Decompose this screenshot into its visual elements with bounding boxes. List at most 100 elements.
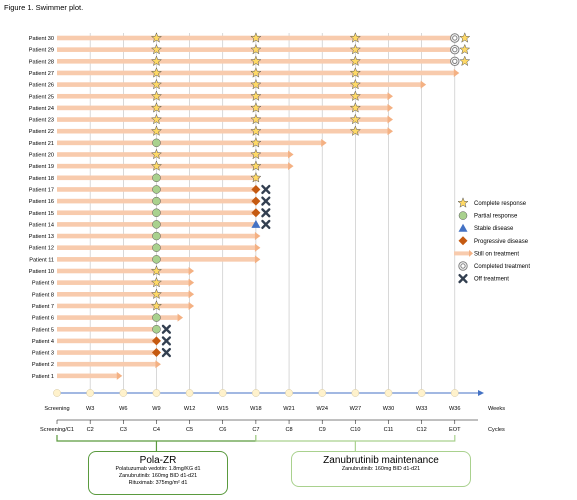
patient-label: Patient 15 (29, 211, 54, 217)
patient-rows: Patient 30 Patient 29 Patient 28 Patient 27… (29, 32, 471, 380)
legend-entry: Progressive disease (458, 236, 529, 246)
complete-response-marker (457, 197, 469, 208)
complete-response-marker (250, 78, 262, 90)
partial-response-marker (152, 325, 161, 334)
complete-response-marker (349, 90, 361, 102)
off-treatment-marker (458, 274, 468, 284)
off-treatment-marker (261, 196, 271, 206)
pola-zr-line-3: Rituximab: 375mg/m² d1 (128, 480, 188, 486)
still-on-treatment-arrow (188, 301, 195, 310)
off-treatment-marker (161, 336, 171, 346)
week-tick-label: W18 (250, 406, 262, 412)
patient-label: Patient 29 (29, 48, 54, 54)
x-axis-label: Weeks (488, 406, 505, 412)
still-on-treatment-arrow (254, 243, 261, 252)
patient-row: Patient 5 (32, 324, 171, 334)
legend-label: Partial response (474, 214, 518, 220)
complete-response-marker (250, 125, 262, 136)
complete-response-marker (150, 300, 163, 311)
patient-label: Patient 12 (29, 246, 54, 252)
off-treatment-marker (261, 208, 271, 218)
patient-row: Patient 22 (29, 125, 393, 136)
still-on-treatment-arrow (387, 115, 393, 124)
patient-row: Patient 10 (29, 265, 195, 276)
cycle-label: C6 (219, 427, 226, 433)
patient-label: Patient 6 (32, 316, 54, 322)
treatment-bar (57, 326, 157, 332)
still-on-treatment-arrow (254, 255, 261, 264)
treatment-bar (57, 117, 389, 122)
legend: Complete response Partial response Stable … (454, 197, 530, 284)
timepoint-dot (252, 389, 260, 397)
complete-response-marker (150, 43, 163, 55)
patient-label: Patient 22 (29, 129, 54, 135)
cycle-label: C3 (120, 427, 127, 433)
partial-response-marker (152, 185, 161, 194)
patient-row: Patient 14 (29, 219, 271, 230)
weeks-axis: Screening W3 W6 W9 W12 W15 W18 W21 W24 W27 W30 W33 W… (44, 389, 505, 412)
week-tick-label: W12 (184, 406, 196, 412)
complete-response-marker (150, 125, 163, 136)
cycle-label: C2 (87, 427, 94, 433)
pola-zr-bracket (56, 435, 257, 442)
still-on-treatment-arrow (453, 68, 460, 77)
cycle-label: C8 (285, 427, 292, 433)
cycles-row: Screening/C1 C2 C3 C4 C5 C6 C7 C8 C9 C10 C11 C12 EOT… (40, 419, 505, 433)
still-on-treatment-arrow (155, 360, 161, 369)
timepoint-dot (119, 389, 128, 397)
pola-zr-box: Pola-ZR Polatuzumab vedotin: 1.8mg/KG d1… (88, 451, 228, 495)
cycle-label: C12 (417, 427, 427, 433)
patient-label: Patient 23 (29, 118, 54, 124)
patient-row: Patient 19 (29, 160, 294, 171)
treatment-bar (57, 350, 157, 355)
arrow-shaft (454, 251, 469, 256)
legend-label: Complete response (474, 201, 527, 207)
legend-entry: Off treatment (458, 274, 509, 284)
week-tick-label: W3 (86, 406, 94, 412)
partial-response-marker (152, 138, 161, 148)
complete-response-marker (250, 113, 262, 125)
complete-response-marker (150, 113, 163, 125)
patient-row: Patient 16 (29, 196, 271, 206)
patient-label: Patient 2 (32, 362, 54, 368)
partial-response-marker (152, 243, 161, 252)
treatment-bar (57, 361, 157, 367)
complete-response-marker (250, 55, 262, 67)
complete-response-marker (150, 67, 163, 78)
patient-label: Patient 25 (29, 94, 54, 100)
complete-response-marker (459, 55, 471, 67)
completed-treatment-marker (450, 56, 460, 66)
patient-row: Patient 13 (29, 231, 261, 241)
off-treatment-stroke (261, 219, 271, 230)
treatment-bar (57, 105, 389, 111)
cycle-label: C11 (384, 427, 394, 433)
patient-row: Patient 30 (29, 32, 471, 43)
timepoint-dot (318, 389, 327, 397)
timepoint-dot (351, 389, 360, 397)
patient-row: Patient 28 (29, 55, 471, 67)
treatment-bar (57, 268, 190, 274)
off-treatment-stroke (161, 347, 171, 358)
patient-label: Patient 14 (29, 222, 54, 228)
patient-label: Patient 19 (29, 164, 54, 170)
partial-response-marker (152, 208, 161, 217)
still-on-treatment-arrow (288, 150, 294, 159)
timepoint-dot (53, 389, 61, 397)
partial-response-marker (152, 231, 161, 241)
patient-row: Patient 1 (32, 371, 123, 380)
complete-response-marker (150, 148, 163, 160)
complete-response-marker (150, 78, 163, 90)
still-on-treatment-arrow (387, 103, 393, 112)
legend-label: Off treatment (474, 277, 509, 283)
stable-disease-marker (458, 223, 468, 232)
patient-label: Patient 8 (32, 292, 54, 298)
complete-response-marker (250, 43, 262, 55)
patient-row: Patient 8 (32, 288, 195, 300)
legend-entry: Still on treatment (454, 249, 519, 257)
week-tick-label: W36 (449, 406, 461, 412)
complete-response-marker (250, 90, 262, 102)
patient-label: Patient 26 (29, 83, 54, 89)
completed-inner-ring (452, 58, 458, 64)
partial-response-marker (152, 220, 161, 229)
